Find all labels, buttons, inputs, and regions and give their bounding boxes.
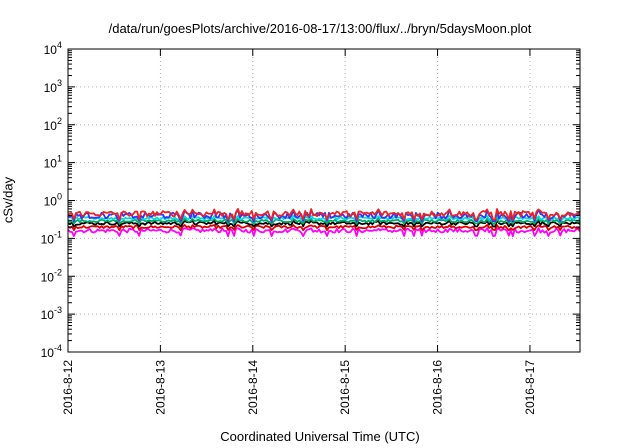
y-axis-title: cSv/day <box>0 176 16 224</box>
x-tick-label: 2016-8-13 <box>153 360 167 415</box>
series-group <box>67 207 581 238</box>
x-axis-labels: 2016-8-12 2016-8-13 2016-8-14 2016-8-15 2016… <box>61 360 537 415</box>
y-tick-label: 10-4 <box>41 343 62 360</box>
x-axis-title: Coordinated Universal Time (UTC) <box>220 429 420 444</box>
y-tick-label: 104 <box>44 40 62 57</box>
x-tick-label: 2016-8-14 <box>246 360 260 415</box>
y-tick-label: 101 <box>44 154 62 171</box>
series-line <box>68 217 580 225</box>
y-tick-label: 10-2 <box>41 267 62 284</box>
series-line <box>67 223 581 232</box>
chart-title: /data/run/goesPlots/archive/2016-08-17/1… <box>108 21 532 36</box>
series-line <box>67 219 581 228</box>
y-tick-label: 10-3 <box>41 305 62 322</box>
y-tick-label: 100 <box>44 192 62 209</box>
x-tick-label: 2016-8-15 <box>338 360 352 415</box>
series-line <box>67 227 581 238</box>
grid <box>68 49 580 352</box>
y-tick-label: 10-1 <box>41 229 62 246</box>
series-line <box>67 207 581 221</box>
y-tick-label: 103 <box>44 78 62 95</box>
x-tick-label: 2016-8-12 <box>61 360 75 415</box>
axis-ticks <box>67 48 580 353</box>
x-tick-label: 2016-8-17 <box>523 360 537 415</box>
y-axis-labels: 10-4 10-3 10-2 10-1 100 101 102 103 104 <box>41 40 62 360</box>
y-tick-label: 102 <box>44 116 62 133</box>
x-tick-label: 2016-8-16 <box>431 360 445 415</box>
